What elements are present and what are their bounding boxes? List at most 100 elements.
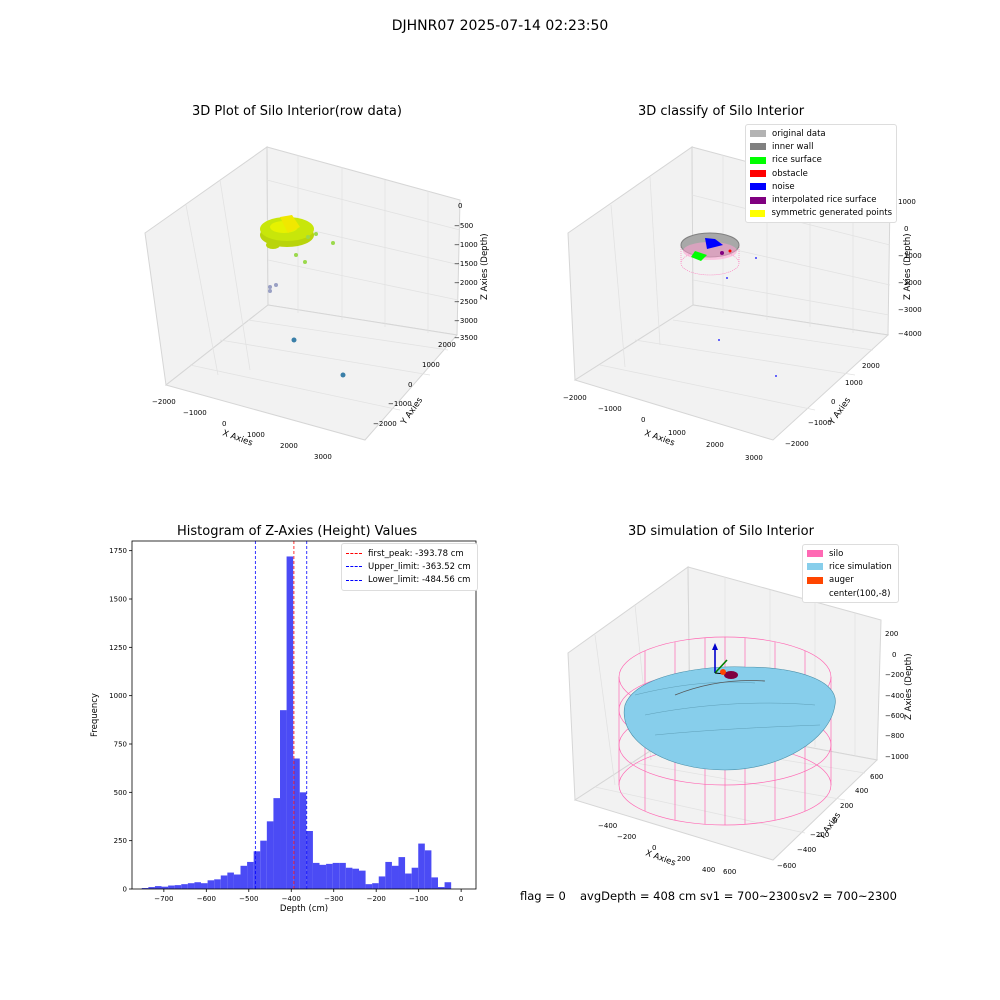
histogram-bar	[391, 865, 399, 889]
legend-item: inner wall	[750, 140, 892, 153]
histogram-bar	[154, 886, 162, 889]
p4-zlabel: Z Axies (Depth)	[904, 653, 914, 720]
point	[331, 241, 335, 245]
p4-xtick: 400	[702, 866, 715, 874]
p2-ztick: −2000	[898, 279, 922, 287]
histogram-bar	[253, 851, 261, 889]
histogram-bar	[280, 710, 287, 889]
p4-ytick: 400	[855, 787, 868, 795]
p1-xtick: 1000	[247, 431, 265, 439]
histogram-bar	[365, 884, 373, 889]
histogram-bar	[332, 862, 340, 889]
histogram-bar	[312, 862, 320, 889]
point	[291, 337, 297, 343]
histogram-bar	[201, 883, 208, 889]
histogram-bar	[293, 758, 300, 889]
histogram-bar	[319, 864, 327, 889]
histogram-ytick-label: 1000	[109, 692, 127, 700]
p2-zlabel: Z Axies (Depth)	[903, 233, 913, 300]
figure-title: DJHNR07 2025-07-14 02:23:50	[391, 18, 609, 34]
p4-ztick: −600	[885, 712, 904, 720]
point	[294, 253, 298, 257]
histogram-bar	[227, 872, 234, 889]
histogram-bar	[286, 556, 294, 889]
p4-xlabel: X Axies	[644, 848, 677, 868]
histogram-bar	[187, 883, 195, 889]
histogram-ytick-label: 1500	[109, 596, 127, 604]
histogram-bar	[220, 875, 228, 889]
panel4-legend: silo rice simulation auger center(100,-8…	[802, 544, 899, 604]
panel4-3d-plot: −400 −200 0 200 400 600 −600 −400 −200 0…	[567, 566, 914, 875]
histogram-ytick-label: 0	[123, 886, 127, 894]
histogram-bar	[306, 831, 313, 889]
p1-rice-cluster	[260, 215, 314, 249]
point	[274, 283, 278, 287]
histogram-bar	[437, 887, 445, 889]
p2-ztick: 1000	[898, 198, 916, 206]
p1-ztick: −2000	[454, 279, 478, 287]
legend-item: obstacle	[750, 167, 892, 180]
histogram-xtick-label: 0	[459, 895, 463, 903]
panel3-title: Histogram of Z-Axies (Height) Values	[177, 524, 418, 539]
p1-xtick: −2000	[152, 398, 176, 406]
histogram-bar	[299, 792, 307, 889]
histogram-bar	[398, 857, 406, 889]
panel1-3d-plot: −2000 −1000 0 1000 2000 3000 −2000 −1000…	[144, 146, 490, 461]
p1-ztick: −3000	[454, 317, 478, 325]
histogram-frame	[131, 540, 477, 890]
p1-ztick: −3500	[454, 334, 478, 342]
histogram-xtick-label: −600	[197, 895, 216, 903]
histogram-chart: −700 −600 −500 −400 −300 −200 −100 0 0 250 500 750…	[90, 540, 477, 914]
panel2-title: 3D classify of Silo Interior	[638, 104, 805, 119]
histogram-bar	[266, 821, 274, 889]
p2-xtick: 1000	[668, 429, 686, 437]
p4-ytick: −600	[777, 862, 796, 870]
histogram-bar	[233, 874, 241, 889]
histogram-legend: first_peak: -393.78 cm Upper_limit: -363…	[341, 543, 478, 591]
p4-ytick: −200	[810, 831, 829, 839]
p2-ytick: 0	[831, 398, 835, 406]
status-sv2: sv2 = 700~2300	[799, 889, 897, 903]
histogram-xticks: −700 −600 −500 −400 −300 −200 −100 0	[154, 889, 463, 903]
histogram-vlines	[254, 541, 308, 889]
legend-item: symmetric generated points	[750, 207, 892, 220]
p1-ytick: 2000	[438, 341, 456, 349]
histogram-bar	[240, 865, 248, 889]
histogram-bar	[352, 868, 359, 889]
histogram-bar	[411, 867, 419, 889]
p1-scatter-points	[268, 232, 346, 378]
histogram-ytick-label: 1750	[109, 547, 127, 555]
p4-xtick: −400	[598, 822, 617, 830]
legend-item: auger	[807, 574, 894, 587]
p4-ytick: −400	[797, 846, 816, 854]
histogram-bar	[148, 887, 155, 889]
histogram-bar	[273, 798, 281, 889]
histogram-ytick-label: 250	[114, 837, 127, 845]
histogram-bar	[161, 886, 169, 889]
histogram-bar	[418, 843, 425, 889]
p4-ylabel: Y Axies	[817, 810, 844, 842]
p4-xtick: 200	[677, 855, 690, 863]
legend-item: interpolated rice surface	[750, 193, 892, 206]
histogram-bar	[174, 885, 182, 889]
histogram-xlabel: Depth (cm)	[280, 904, 328, 914]
p1-ytick: −2000	[373, 420, 397, 428]
panel1-title: 3D Plot of Silo Interior(row data)	[192, 104, 402, 119]
p2-ytick: 1000	[845, 379, 863, 387]
p1-ytick: 1000	[422, 361, 440, 369]
p2-xtick: 2000	[706, 441, 724, 449]
p1-xtick: 3000	[314, 453, 332, 461]
histogram-xtick-label: −400	[282, 895, 301, 903]
legend-item: center(100,-8)	[829, 588, 891, 599]
histogram-bar	[424, 850, 432, 889]
p4-ztick: −1000	[885, 753, 909, 761]
histogram-bar	[431, 877, 438, 889]
p4-ytick: 200	[840, 802, 853, 810]
p1-zlabel: Z Axies (Depth)	[480, 233, 490, 300]
histogram-bar	[194, 882, 202, 889]
p4-xtick: 0	[652, 844, 656, 852]
p4-ztick: −400	[885, 692, 904, 700]
legend-item: rice simulation	[807, 560, 894, 573]
p2-ztick: −4000	[898, 330, 922, 338]
legend-item: Lower_limit: -484.56 cm	[346, 574, 473, 587]
